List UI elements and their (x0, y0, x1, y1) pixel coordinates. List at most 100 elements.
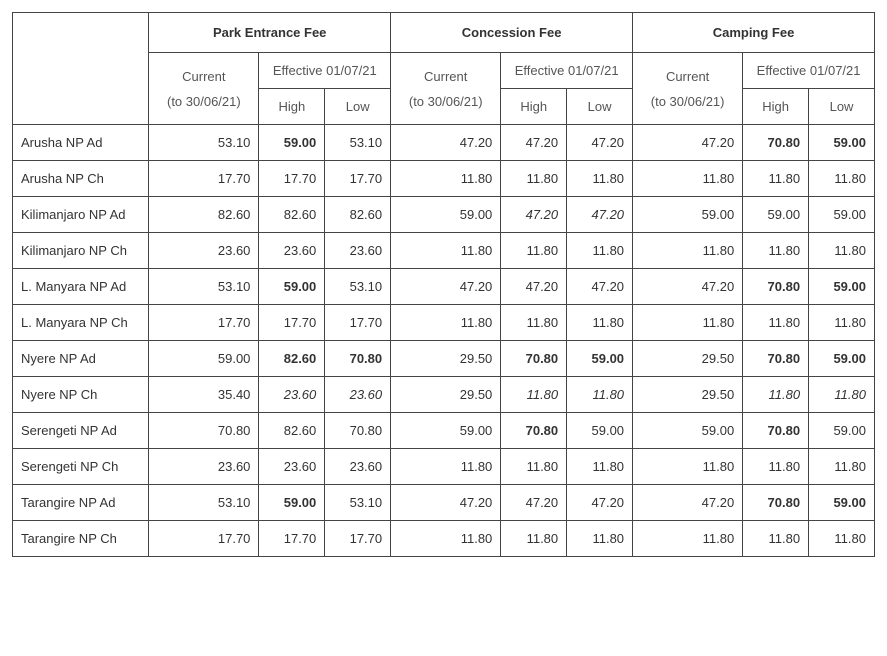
cell-value: 11.80 (633, 521, 743, 557)
subheader-current: Current (to 30/06/21) (149, 53, 259, 125)
cell-value: 47.20 (501, 269, 567, 305)
subheader-current-label: Current (157, 69, 250, 84)
cell-value: 29.50 (633, 377, 743, 413)
cell-value: 70.80 (743, 125, 809, 161)
table-row: L. Manyara NP Ad53.1059.0053.1047.2047.2… (13, 269, 875, 305)
cell-value: 70.80 (325, 341, 391, 377)
cell-value: 11.80 (567, 305, 633, 341)
cell-value: 59.00 (259, 485, 325, 521)
cell-value: 53.10 (149, 269, 259, 305)
cell-value: 47.20 (567, 197, 633, 233)
cell-value: 59.00 (809, 125, 875, 161)
table-row: L. Manyara NP Ch17.7017.7017.7011.8011.8… (13, 305, 875, 341)
cell-value: 47.20 (633, 269, 743, 305)
table-row: Nyere NP Ad59.0082.6070.8029.5070.8059.0… (13, 341, 875, 377)
cell-value: 29.50 (633, 341, 743, 377)
cell-value: 11.80 (567, 161, 633, 197)
group-header: Concession Fee (391, 13, 633, 53)
table-header: Park Entrance Fee Concession Fee Camping… (13, 13, 875, 125)
cell-value: 59.00 (809, 269, 875, 305)
cell-value: 11.80 (501, 449, 567, 485)
table-row: Serengeti NP Ch23.6023.6023.6011.8011.80… (13, 449, 875, 485)
row-label: Nyere NP Ch (13, 377, 149, 413)
table-row: Tarangire NP Ad53.1059.0053.1047.2047.20… (13, 485, 875, 521)
cell-value: 23.60 (149, 233, 259, 269)
cell-value: 59.00 (809, 341, 875, 377)
cell-value: 11.80 (743, 377, 809, 413)
subheader-current-label: Current (399, 69, 492, 84)
cell-value: 53.10 (325, 269, 391, 305)
cell-value: 82.60 (259, 413, 325, 449)
cell-value: 82.60 (259, 197, 325, 233)
cell-value: 11.80 (391, 161, 501, 197)
cell-value: 17.70 (259, 521, 325, 557)
cell-value: 70.80 (743, 485, 809, 521)
row-label: Nyere NP Ad (13, 341, 149, 377)
row-label: Kilimanjaro NP Ad (13, 197, 149, 233)
cell-value: 59.00 (633, 413, 743, 449)
cell-value: 53.10 (325, 125, 391, 161)
cell-value: 17.70 (259, 305, 325, 341)
cell-value: 53.10 (325, 485, 391, 521)
subheader-high: High (501, 89, 567, 125)
cell-value: 59.00 (259, 269, 325, 305)
cell-value: 23.60 (325, 449, 391, 485)
cell-value: 47.20 (501, 125, 567, 161)
cell-value: 70.80 (325, 413, 391, 449)
row-label: Serengeti NP Ch (13, 449, 149, 485)
cell-value: 11.80 (501, 305, 567, 341)
cell-value: 47.20 (501, 197, 567, 233)
cell-value: 59.00 (567, 413, 633, 449)
cell-value: 59.00 (809, 197, 875, 233)
cell-value: 17.70 (149, 521, 259, 557)
cell-value: 70.80 (501, 413, 567, 449)
cell-value: 11.80 (633, 305, 743, 341)
cell-value: 11.80 (809, 161, 875, 197)
subheader-low: Low (809, 89, 875, 125)
table-row: Arusha NP Ad53.1059.0053.1047.2047.2047.… (13, 125, 875, 161)
cell-value: 23.60 (149, 449, 259, 485)
cell-value: 11.80 (743, 521, 809, 557)
cell-value: 70.80 (743, 269, 809, 305)
cell-value: 59.00 (149, 341, 259, 377)
cell-value: 70.80 (149, 413, 259, 449)
cell-value: 59.00 (809, 413, 875, 449)
cell-value: 17.70 (149, 161, 259, 197)
cell-value: 11.80 (743, 305, 809, 341)
subheader-current: Current (to 30/06/21) (391, 53, 501, 125)
cell-value: 70.80 (743, 413, 809, 449)
cell-value: 59.00 (391, 197, 501, 233)
cell-value: 11.80 (743, 449, 809, 485)
cell-value: 11.80 (391, 449, 501, 485)
table-row: Arusha NP Ch17.7017.7017.7011.8011.8011.… (13, 161, 875, 197)
cell-value: 29.50 (391, 341, 501, 377)
cell-value: 82.60 (259, 341, 325, 377)
cell-value: 11.80 (809, 233, 875, 269)
row-label: Tarangire NP Ch (13, 521, 149, 557)
cell-value: 47.20 (567, 485, 633, 521)
cell-value: 82.60 (325, 197, 391, 233)
row-label: L. Manyara NP Ad (13, 269, 149, 305)
cell-value: 17.70 (149, 305, 259, 341)
cell-value: 11.80 (391, 233, 501, 269)
cell-value: 11.80 (809, 305, 875, 341)
cell-value: 11.80 (501, 377, 567, 413)
cell-value: 59.00 (743, 197, 809, 233)
row-label: Kilimanjaro NP Ch (13, 233, 149, 269)
row-label: Arusha NP Ad (13, 125, 149, 161)
cell-value: 11.80 (809, 449, 875, 485)
cell-value: 17.70 (325, 305, 391, 341)
cell-value: 23.60 (259, 377, 325, 413)
row-label: Arusha NP Ch (13, 161, 149, 197)
cell-value: 47.20 (567, 125, 633, 161)
cell-value: 35.40 (149, 377, 259, 413)
table-row: Serengeti NP Ad70.8082.6070.8059.0070.80… (13, 413, 875, 449)
cell-value: 23.60 (325, 233, 391, 269)
subheader-low: Low (567, 89, 633, 125)
subheader-high: High (259, 89, 325, 125)
cell-value: 11.80 (567, 449, 633, 485)
cell-value: 11.80 (633, 449, 743, 485)
cell-value: 11.80 (633, 161, 743, 197)
cell-value: 70.80 (743, 341, 809, 377)
cell-value: 11.80 (743, 161, 809, 197)
